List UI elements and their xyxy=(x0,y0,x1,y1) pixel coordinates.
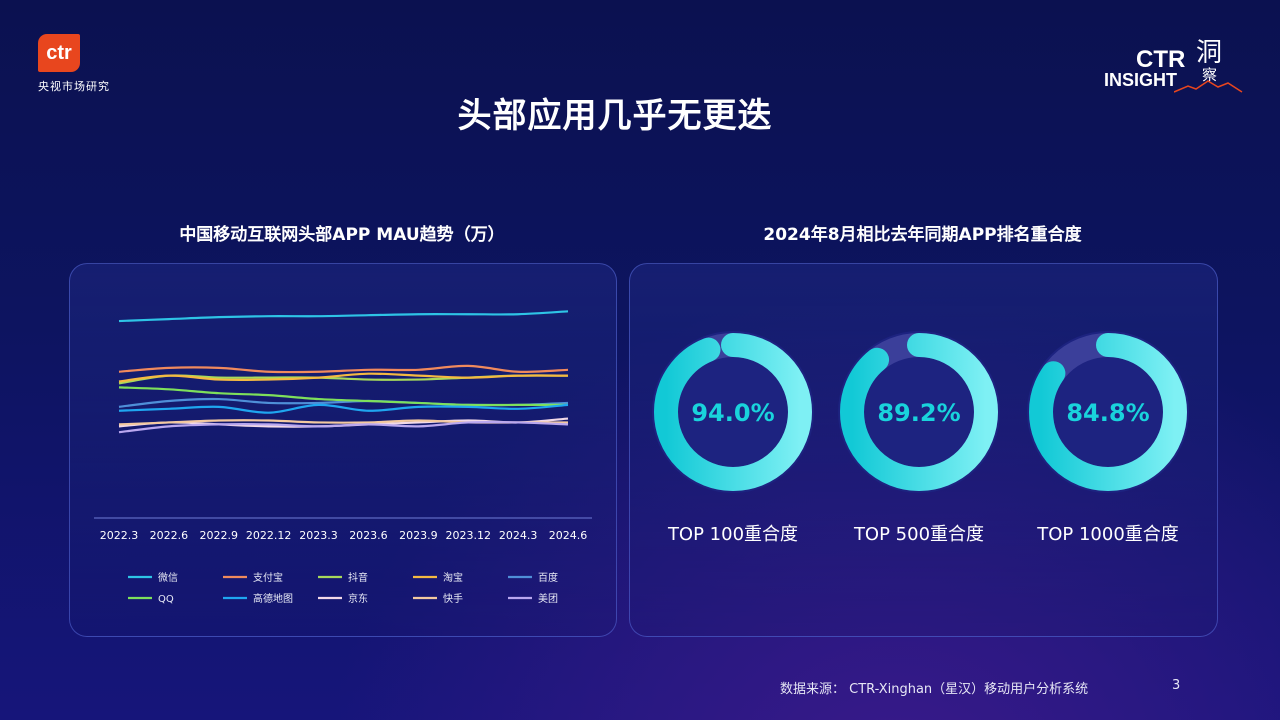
donut-value-label: 84.8% xyxy=(1066,399,1149,427)
series-line xyxy=(118,403,569,414)
series-line xyxy=(118,372,569,383)
line-chart: 2022.3 2022.6 2022.9 2022.12 2023.3 2023.6 202… xyxy=(94,310,592,605)
page-title: 头部应用几乎无更迭 xyxy=(457,96,773,136)
series-line xyxy=(118,364,569,374)
legend-label: 快手 xyxy=(443,592,463,605)
insight-logo-ctr: CTR xyxy=(1136,46,1186,73)
donut-arc xyxy=(1029,333,1187,491)
ctr-logo-subtitle: 央视市场研究 xyxy=(38,80,110,93)
donut-value-label: 94.0% xyxy=(691,399,774,427)
x-tick-label: 2024.3 xyxy=(499,529,537,542)
x-tick-label: 2022.6 xyxy=(150,529,189,542)
ctr-logo-mark: ctr xyxy=(38,34,80,72)
line-chart-title: 中国移动互联网头部APP MAU趋势（万） xyxy=(179,225,505,245)
donut-category-label: TOP 500重合度 xyxy=(853,524,984,545)
x-tick-label: 2022.9 xyxy=(200,529,239,542)
legend-label: 百度 xyxy=(538,571,558,584)
series-line xyxy=(118,386,568,407)
donut-value-label: 89.2% xyxy=(877,399,960,427)
donut-arc xyxy=(654,333,812,491)
series-line xyxy=(118,310,569,323)
legend-label: 抖音 xyxy=(348,571,368,584)
x-tick-label: 2024.6 xyxy=(549,529,588,542)
legend-label: 美团 xyxy=(538,592,558,605)
legend-label: 高德地图 xyxy=(253,592,293,605)
insight-logo-cn-2: 察 xyxy=(1202,66,1218,84)
donut-chart-title: 2024年8月相比去年同期APP排名重合度 xyxy=(763,225,1082,245)
series-line xyxy=(118,420,569,434)
donut-category-label: TOP 1000重合度 xyxy=(1036,524,1179,545)
insight-logo-word: INSIGHT xyxy=(1104,70,1178,90)
x-tick-label: 2023.12 xyxy=(445,529,491,542)
x-tick-label: 2022.3 xyxy=(100,529,139,542)
x-tick-label: 2023.3 xyxy=(299,529,338,542)
ctr-insight-logo: 洞 察 CTR INSIGHT xyxy=(1104,34,1244,96)
x-tick-label: 2023.9 xyxy=(399,529,438,542)
donut-category-label: TOP 100重合度 xyxy=(667,524,798,545)
ctr-logo: ctr 央视市场研究 xyxy=(38,34,110,94)
line-chart-panel: 2022.3 2022.6 2022.9 2022.12 2023.3 2023.6 202… xyxy=(69,263,617,637)
data-source-note: 数据来源： CTR-Xinghan（星汉）移动用户分析系统 xyxy=(780,682,1089,697)
donut-arc xyxy=(840,333,998,491)
legend-label: 京东 xyxy=(348,592,368,605)
insight-logo-cn-1: 洞 xyxy=(1196,38,1223,68)
x-tick-label: 2022.12 xyxy=(246,529,292,542)
legend-label: QQ xyxy=(158,594,174,605)
donut-charts: 94.0% TOP 100重合度 89.2% TOP 500重合度 84.8% TOP 1… xyxy=(652,331,1189,545)
x-tick-label: 2023.6 xyxy=(349,529,388,542)
legend-label: 支付宝 xyxy=(253,571,283,584)
legend-label: 淘宝 xyxy=(443,571,463,584)
mountain-icon xyxy=(1174,80,1243,93)
donut-chart-panel: 94.0% TOP 100重合度 89.2% TOP 500重合度 84.8% TOP 1… xyxy=(629,263,1218,637)
page-number: 3 xyxy=(1172,678,1181,693)
legend-label: 微信 xyxy=(158,571,178,584)
